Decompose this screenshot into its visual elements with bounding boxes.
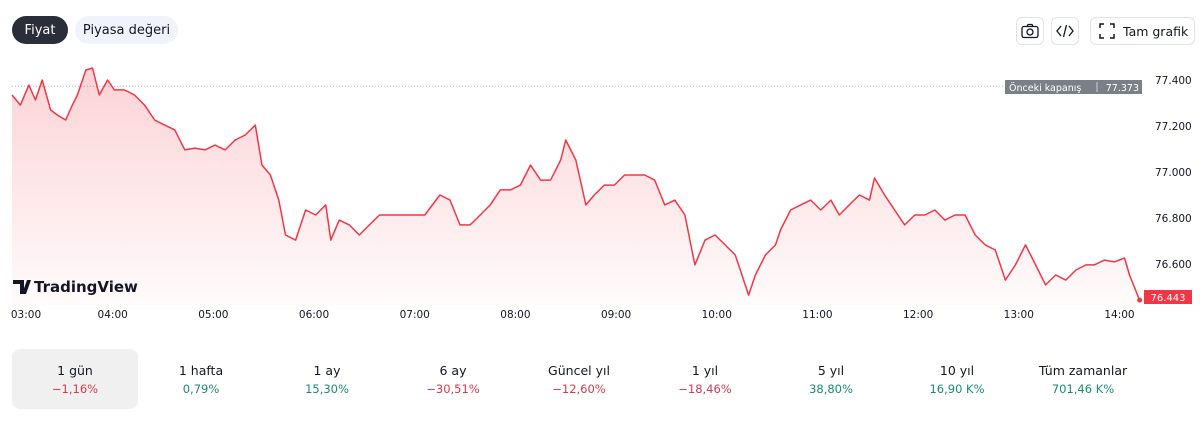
y-tick-label: 77.200 bbox=[1155, 121, 1192, 133]
x-tick-label: 10:00 bbox=[702, 309, 732, 321]
previous-close-value: 77.373 bbox=[1106, 83, 1139, 94]
x-tick-label: 07:00 bbox=[400, 309, 430, 321]
period-change: −1,16% bbox=[51, 381, 99, 396]
x-tick-label: 13:00 bbox=[1004, 309, 1034, 321]
embed-button[interactable] bbox=[1051, 17, 1079, 45]
period-0[interactable]: 1 gün −1,16% bbox=[12, 349, 138, 409]
period-change: 16,90 K% bbox=[929, 381, 985, 396]
x-tick-label: 03:00 bbox=[11, 309, 41, 321]
period-change: −12,60% bbox=[552, 381, 606, 396]
period-change: −18,46% bbox=[678, 381, 732, 396]
x-tick-label: 05:00 bbox=[198, 309, 228, 321]
full-chart-label: Tam grafik bbox=[1123, 23, 1189, 39]
tab-market-cap[interactable]: Piyasa değeri bbox=[75, 16, 178, 44]
period-1[interactable]: 1 hafta 0,79% bbox=[138, 349, 264, 409]
period-selector: 1 gün −1,16% 1 hafta 0,79% 1 ay 15,30% 6 ay −30… bbox=[12, 349, 1146, 409]
camera-icon bbox=[1021, 23, 1039, 39]
price-area bbox=[12, 68, 1140, 305]
period-3[interactable]: 6 ay −30,51% bbox=[390, 349, 516, 409]
period-change: 15,30% bbox=[305, 381, 349, 396]
period-5[interactable]: 1 yıl −18,46% bbox=[642, 349, 768, 409]
period-4[interactable]: Güncel yıl −12,60% bbox=[516, 349, 642, 409]
period-change: 38,80% bbox=[809, 381, 853, 396]
x-tick-label: 06:00 bbox=[299, 309, 329, 321]
period-label: Güncel yıl bbox=[548, 362, 610, 378]
previous-close-label: Önceki kapanış bbox=[1009, 83, 1081, 94]
last-price-value: 76.443 bbox=[1151, 293, 1186, 304]
full-chart-button[interactable]: Tam grafik bbox=[1090, 17, 1195, 45]
y-tick-label: 77.400 bbox=[1155, 75, 1192, 87]
period-change: −30,51% bbox=[426, 381, 480, 396]
period-label: 1 gün bbox=[57, 362, 93, 378]
y-tick-label: 76.600 bbox=[1155, 259, 1192, 271]
x-tick-label: 12:00 bbox=[903, 309, 933, 321]
period-label: 10 yıl bbox=[939, 362, 975, 378]
x-tick-label: 11:00 bbox=[802, 309, 832, 321]
period-6[interactable]: 5 yıl 38,80% bbox=[768, 349, 894, 409]
fullscreen-icon bbox=[1099, 23, 1115, 39]
y-tick-label: 76.800 bbox=[1155, 213, 1192, 225]
previous-close-badge: Önceki kapanış 77.373 bbox=[1005, 80, 1142, 94]
period-label: 6 ay bbox=[439, 362, 467, 378]
x-tick-label: 09:00 bbox=[601, 309, 631, 321]
period-label: Tüm zamanlar bbox=[1038, 362, 1128, 378]
x-tick-label: 04:00 bbox=[98, 309, 128, 321]
y-tick-label: 77.000 bbox=[1155, 167, 1192, 179]
screenshot-button[interactable] bbox=[1016, 17, 1044, 45]
period-change: 701,46 K% bbox=[1051, 381, 1115, 396]
period-2[interactable]: 1 ay 15,30% bbox=[264, 349, 390, 409]
code-icon bbox=[1056, 24, 1074, 38]
tab-price[interactable]: Fiyat bbox=[12, 16, 68, 44]
period-label: 1 hafta bbox=[178, 362, 224, 378]
period-label: 5 yıl bbox=[817, 362, 845, 378]
price-line bbox=[11, 67, 1141, 301]
x-tick-label: 14:00 bbox=[1104, 309, 1134, 321]
period-8[interactable]: Tüm zamanlar 701,46 K% bbox=[1020, 349, 1146, 409]
logo-text: TradingView bbox=[34, 278, 138, 296]
last-price-badge: 76.443 bbox=[1144, 290, 1192, 304]
last-price-dot bbox=[1137, 297, 1143, 303]
period-label: 1 ay bbox=[313, 362, 341, 378]
price-chart[interactable]: 77.400 77.200 77.000 76.800 76.600 Önceki ka… bbox=[0, 50, 1200, 330]
period-label: 1 yıl bbox=[691, 362, 719, 378]
x-tick-label: 08:00 bbox=[500, 309, 530, 321]
period-7[interactable]: 10 yıl 16,90 K% bbox=[894, 349, 1020, 409]
tradingview-logo: TradingView bbox=[13, 278, 138, 296]
period-change: 0,79% bbox=[182, 381, 220, 396]
